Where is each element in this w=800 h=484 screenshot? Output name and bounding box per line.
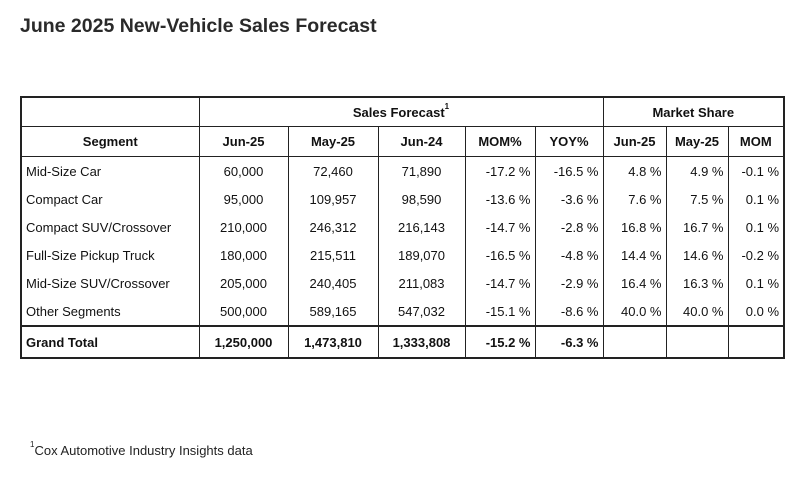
col-header-share-may-25: May-25 bbox=[665, 126, 729, 157]
cell-share-jun-25: 4.8 % bbox=[602, 156, 667, 185]
footnote-marker: 1 bbox=[444, 101, 450, 111]
cell-share-may-25: 40.0 % bbox=[665, 297, 729, 326]
cell-jun-24: 216,143 bbox=[377, 213, 466, 241]
col-header-share-mom: MOM bbox=[727, 126, 785, 157]
cell-jun-25: 60,000 bbox=[198, 156, 289, 185]
cell-jun-25: 210,000 bbox=[198, 213, 289, 241]
cell-total-share-may-25 bbox=[665, 325, 729, 359]
cell-may-25: 109,957 bbox=[287, 185, 379, 213]
cell-share-may-25: 7.5 % bbox=[665, 185, 729, 213]
cell-mom-pct: -17.2 % bbox=[464, 156, 536, 185]
cell-share-mom: -0.1 % bbox=[727, 156, 785, 185]
cell-jun-24: 71,890 bbox=[377, 156, 466, 185]
cell-may-25: 240,405 bbox=[287, 269, 379, 297]
footnote-text: Cox Automotive Industry Insights data bbox=[34, 443, 253, 458]
group-header-sales-forecast: Sales Forecast1 bbox=[198, 96, 604, 127]
footnote-number: 1 bbox=[30, 440, 35, 449]
cell-may-25: 589,165 bbox=[287, 297, 379, 326]
cell-jun-24: 547,032 bbox=[377, 297, 466, 326]
col-header-yoy-pct: YOY% bbox=[534, 126, 604, 157]
cell-jun-25: 500,000 bbox=[198, 297, 289, 326]
cell-total-may-25: 1,473,810 bbox=[287, 325, 379, 359]
footnote: 1Cox Automotive Industry Insights data bbox=[30, 440, 253, 458]
cell-may-25: 215,511 bbox=[287, 241, 379, 269]
group-header-blank bbox=[20, 96, 200, 127]
cell-segment: Full-Size Pickup Truck bbox=[20, 241, 200, 269]
cell-share-may-25: 14.6 % bbox=[665, 241, 729, 269]
cell-jun-25: 205,000 bbox=[198, 269, 289, 297]
table-row: Full-Size Pickup Truck 180,000 215,511 1… bbox=[20, 241, 785, 269]
cell-total-jun-24: 1,333,808 bbox=[377, 325, 466, 359]
cell-segment: Mid-Size SUV/Crossover bbox=[20, 269, 200, 297]
cell-share-mom: 0.1 % bbox=[727, 185, 785, 213]
cell-jun-24: 211,083 bbox=[377, 269, 466, 297]
cell-segment: Compact Car bbox=[20, 185, 200, 213]
cell-total-share-mom bbox=[727, 325, 785, 359]
cell-total-label: Grand Total bbox=[20, 325, 200, 359]
cell-may-25: 72,460 bbox=[287, 156, 379, 185]
cell-total-mom-pct: -15.2 % bbox=[464, 325, 536, 359]
cell-segment: Other Segments bbox=[20, 297, 200, 326]
cell-mom-pct: -14.7 % bbox=[464, 269, 536, 297]
page-title: June 2025 New-Vehicle Sales Forecast bbox=[20, 15, 377, 37]
cell-mom-pct: -14.7 % bbox=[464, 213, 536, 241]
table-row: Mid-Size Car 60,000 72,460 71,890 -17.2 … bbox=[20, 156, 785, 185]
cell-mom-pct: -15.1 % bbox=[464, 297, 536, 326]
cell-yoy-pct: -3.6 % bbox=[534, 185, 604, 213]
col-header-jun-25: Jun-25 bbox=[198, 126, 289, 157]
col-header-segment: Segment bbox=[20, 126, 200, 157]
cell-share-mom: -0.2 % bbox=[727, 241, 785, 269]
table-row: Other Segments 500,000 589,165 547,032 -… bbox=[20, 297, 785, 326]
cell-jun-24: 189,070 bbox=[377, 241, 466, 269]
cell-share-mom: 0.1 % bbox=[727, 269, 785, 297]
cell-share-may-25: 16.3 % bbox=[665, 269, 729, 297]
cell-yoy-pct: -8.6 % bbox=[534, 297, 604, 326]
sales-forecast-table: Sales Forecast1 Market Share Segment Jun… bbox=[20, 96, 786, 359]
table-row: Compact Car 95,000 109,957 98,590 -13.6 … bbox=[20, 185, 785, 213]
cell-yoy-pct: -16.5 % bbox=[534, 156, 604, 185]
cell-may-25: 246,312 bbox=[287, 213, 379, 241]
cell-total-jun-25: 1,250,000 bbox=[198, 325, 289, 359]
cell-mom-pct: -16.5 % bbox=[464, 241, 536, 269]
cell-total-yoy-pct: -6.3 % bbox=[534, 325, 604, 359]
cell-segment: Mid-Size Car bbox=[20, 156, 200, 185]
cell-share-jun-25: 16.8 % bbox=[602, 213, 667, 241]
cell-share-jun-25: 7.6 % bbox=[602, 185, 667, 213]
cell-share-mom: 0.1 % bbox=[727, 213, 785, 241]
cell-jun-25: 95,000 bbox=[198, 185, 289, 213]
cell-share-jun-25: 14.4 % bbox=[602, 241, 667, 269]
cell-yoy-pct: -2.8 % bbox=[534, 213, 604, 241]
cell-yoy-pct: -4.8 % bbox=[534, 241, 604, 269]
cell-yoy-pct: -2.9 % bbox=[534, 269, 604, 297]
col-header-share-jun-25: Jun-25 bbox=[602, 126, 667, 157]
table-row: Compact SUV/Crossover 210,000 246,312 21… bbox=[20, 213, 785, 241]
cell-share-jun-25: 40.0 % bbox=[602, 297, 667, 326]
group-header-market-share: Market Share bbox=[602, 96, 785, 127]
cell-share-may-25: 4.9 % bbox=[665, 156, 729, 185]
cell-segment: Compact SUV/Crossover bbox=[20, 213, 200, 241]
cell-share-mom: 0.0 % bbox=[727, 297, 785, 326]
cell-mom-pct: -13.6 % bbox=[464, 185, 536, 213]
cell-share-jun-25: 16.4 % bbox=[602, 269, 667, 297]
column-header-row: Segment Jun-25 May-25 Jun-24 MOM% YOY% J… bbox=[20, 126, 785, 157]
cell-share-may-25: 16.7 % bbox=[665, 213, 729, 241]
cell-jun-24: 98,590 bbox=[377, 185, 466, 213]
col-header-jun-24: Jun-24 bbox=[377, 126, 466, 157]
group-header-row: Sales Forecast1 Market Share bbox=[20, 96, 785, 127]
col-header-may-25: May-25 bbox=[287, 126, 379, 157]
table-row: Mid-Size SUV/Crossover 205,000 240,405 2… bbox=[20, 269, 785, 297]
cell-total-share-jun-25 bbox=[602, 325, 667, 359]
cell-jun-25: 180,000 bbox=[198, 241, 289, 269]
col-header-mom-pct: MOM% bbox=[464, 126, 536, 157]
grand-total-row: Grand Total 1,250,000 1,473,810 1,333,80… bbox=[20, 325, 785, 359]
